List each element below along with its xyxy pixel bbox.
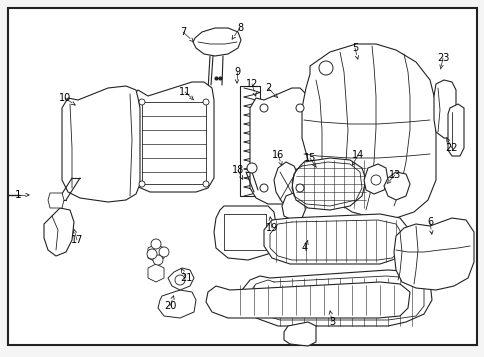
- Polygon shape: [130, 82, 213, 192]
- Polygon shape: [383, 172, 409, 200]
- Circle shape: [259, 104, 268, 112]
- Polygon shape: [167, 268, 194, 290]
- Text: 21: 21: [180, 273, 192, 283]
- Text: 19: 19: [265, 223, 277, 233]
- Text: 23: 23: [436, 53, 448, 63]
- Polygon shape: [44, 208, 74, 256]
- Polygon shape: [62, 86, 140, 202]
- Polygon shape: [393, 218, 473, 290]
- Text: 5: 5: [351, 43, 357, 53]
- Circle shape: [159, 247, 168, 257]
- Text: 11: 11: [179, 87, 191, 97]
- Polygon shape: [242, 270, 431, 326]
- Polygon shape: [302, 44, 435, 218]
- Polygon shape: [48, 193, 64, 208]
- Circle shape: [151, 239, 161, 249]
- Text: 7: 7: [180, 27, 186, 37]
- Polygon shape: [284, 322, 316, 346]
- Circle shape: [295, 184, 303, 192]
- Circle shape: [139, 99, 145, 105]
- Text: 14: 14: [351, 150, 363, 160]
- Circle shape: [370, 175, 380, 185]
- Polygon shape: [249, 88, 309, 204]
- Circle shape: [147, 249, 157, 259]
- Polygon shape: [148, 264, 164, 282]
- Text: 15: 15: [303, 153, 316, 163]
- Polygon shape: [363, 164, 387, 194]
- Circle shape: [246, 163, 257, 173]
- Circle shape: [259, 184, 268, 192]
- Text: 17: 17: [71, 235, 83, 245]
- Text: 6: 6: [426, 217, 432, 227]
- Text: 2: 2: [264, 83, 271, 93]
- Circle shape: [295, 104, 303, 112]
- Circle shape: [318, 61, 333, 75]
- Polygon shape: [447, 104, 463, 156]
- Text: 1: 1: [15, 190, 21, 200]
- Text: 8: 8: [237, 23, 242, 33]
- Text: 18: 18: [231, 165, 243, 175]
- Text: 13: 13: [388, 170, 400, 180]
- Text: 9: 9: [233, 67, 240, 77]
- Polygon shape: [273, 162, 300, 204]
- Text: 22: 22: [445, 143, 457, 153]
- Text: 20: 20: [164, 301, 176, 311]
- Polygon shape: [433, 80, 455, 138]
- Circle shape: [139, 181, 145, 187]
- Polygon shape: [206, 282, 409, 318]
- Polygon shape: [281, 192, 305, 220]
- Text: 12: 12: [245, 79, 257, 89]
- Text: 4: 4: [302, 243, 307, 253]
- Polygon shape: [148, 244, 164, 262]
- Polygon shape: [193, 28, 241, 56]
- Circle shape: [203, 99, 209, 105]
- Text: 10: 10: [59, 93, 71, 103]
- Text: 3: 3: [328, 317, 334, 327]
- Circle shape: [175, 275, 184, 285]
- Polygon shape: [291, 158, 365, 210]
- Circle shape: [152, 255, 163, 265]
- Polygon shape: [263, 214, 407, 264]
- Text: 16: 16: [272, 150, 284, 160]
- Circle shape: [203, 181, 209, 187]
- Polygon shape: [213, 206, 275, 260]
- Polygon shape: [158, 290, 196, 318]
